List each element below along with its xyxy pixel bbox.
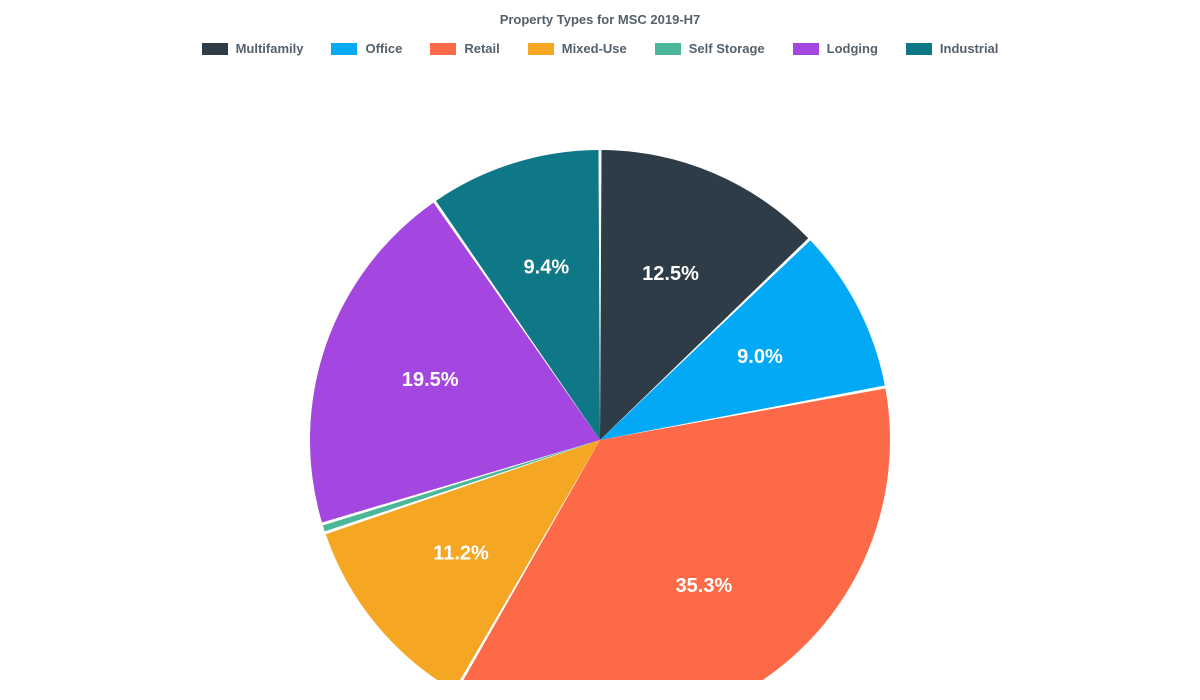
slice-label: 9.4% — [524, 257, 570, 279]
legend-swatch — [202, 43, 228, 55]
legend-label: Retail — [464, 41, 499, 56]
legend-label: Office — [365, 41, 402, 56]
pie-chart: 12.5% 9.0% 35.3% 11.2% 19.5% 9.4% — [0, 60, 1200, 680]
legend-label: Lodging — [827, 41, 878, 56]
legend-item-industrial: Industrial — [906, 41, 999, 56]
legend-item-multifamily: Multifamily — [202, 41, 304, 56]
legend-swatch — [331, 43, 357, 55]
legend-swatch — [793, 43, 819, 55]
legend-swatch — [655, 43, 681, 55]
legend-swatch — [906, 43, 932, 55]
legend-label: Industrial — [940, 41, 999, 56]
legend-item-office: Office — [331, 41, 402, 56]
legend-swatch — [430, 43, 456, 55]
legend-item-lodging: Lodging — [793, 41, 878, 56]
pie-chart-container: 12.5% 9.0% 35.3% 11.2% 19.5% 9.4% — [0, 60, 1200, 680]
slice-label: 11.2% — [433, 542, 489, 564]
legend-label: Self Storage — [689, 41, 765, 56]
legend-label: Mixed-Use — [562, 41, 627, 56]
legend-swatch — [528, 43, 554, 55]
slice-label: 19.5% — [402, 369, 459, 391]
legend-item-self-storage: Self Storage — [655, 41, 765, 56]
legend-label: Multifamily — [236, 41, 304, 56]
legend-item-mixed-use: Mixed-Use — [528, 41, 627, 56]
slice-label: 9.0% — [737, 346, 783, 368]
chart-title: Property Types for MSC 2019-H7 — [0, 0, 1200, 27]
legend: Multifamily Office Retail Mixed-Use Self Sto… — [0, 41, 1200, 56]
slice-label: 35.3% — [676, 575, 733, 597]
slice-label: 12.5% — [642, 263, 699, 285]
legend-item-retail: Retail — [430, 41, 499, 56]
